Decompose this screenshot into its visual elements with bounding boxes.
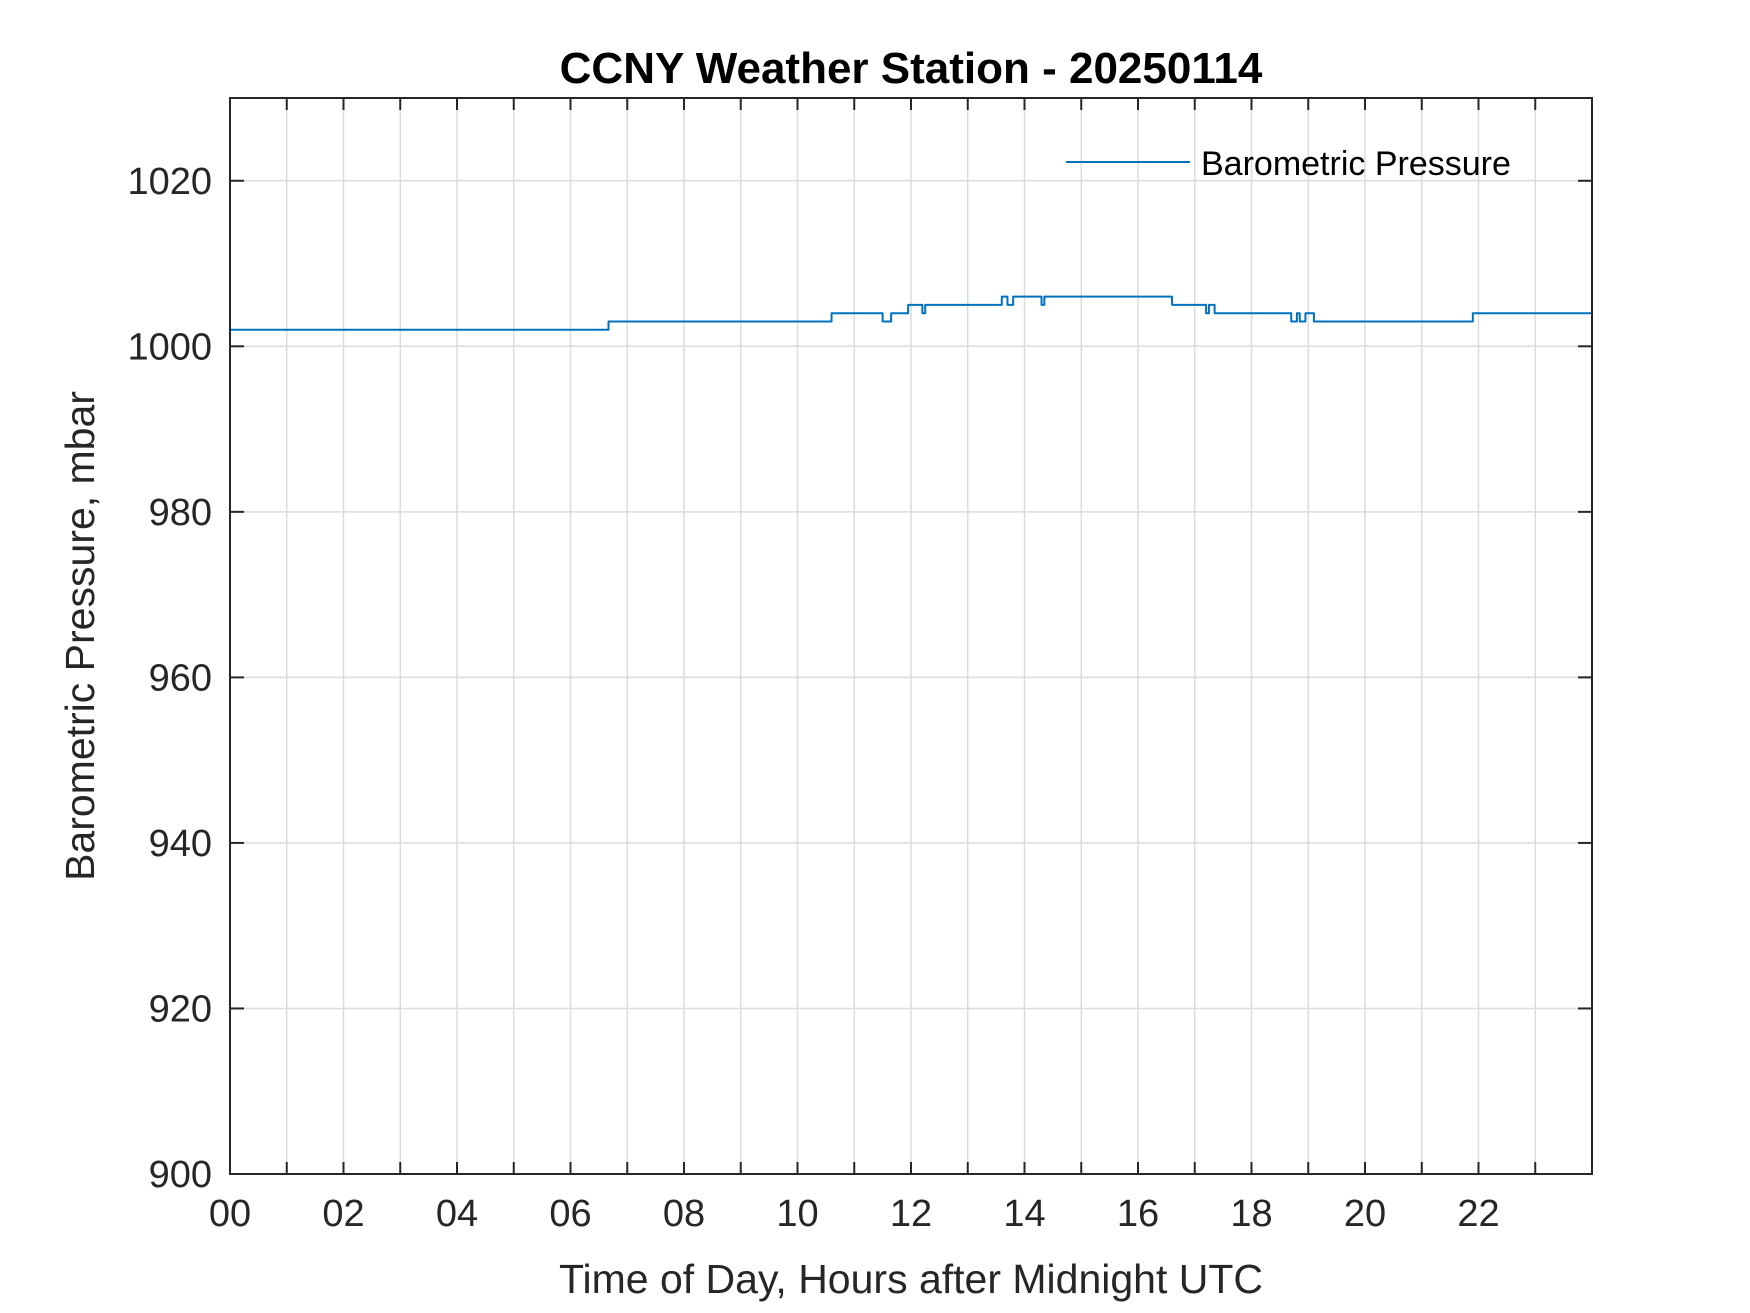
x-tick-label: 12	[890, 1193, 932, 1235]
x-tick-label: 16	[1117, 1193, 1159, 1235]
x-tick-label: 20	[1344, 1193, 1386, 1235]
x-tick-label: 14	[1003, 1193, 1045, 1235]
series-layer	[230, 295, 1592, 331]
x-tick-label: 22	[1457, 1193, 1499, 1235]
series-line-barometric-pressure	[230, 295, 1592, 331]
x-tick-label: 18	[1230, 1193, 1272, 1235]
y-tick-label: 960	[149, 657, 212, 699]
x-tick-label: 02	[322, 1193, 364, 1235]
y-tick-label: 940	[149, 823, 212, 865]
axis-ticks	[229, 98, 1592, 1175]
x-tick-label: 08	[663, 1193, 705, 1235]
x-tick-label: 10	[776, 1193, 818, 1235]
x-tick-label: 00	[209, 1193, 251, 1235]
tick-labels: 00 02 04 06 08 10 12 14 16 18 20 22 900 920 940 960 980 1…	[127, 161, 1499, 1235]
legend-label: Barometric Pressure	[1201, 145, 1511, 183]
y-tick-label: 1000	[127, 326, 212, 368]
x-tick-label: 04	[436, 1193, 478, 1235]
grid-lines	[230, 98, 1592, 1174]
legend: Barometric Pressure	[1066, 145, 1511, 183]
y-tick-label: 920	[149, 988, 212, 1030]
y-tick-label: 980	[149, 492, 212, 534]
y-tick-label: 1020	[127, 161, 212, 203]
x-axis-label: Time of Day, Hours after Midnight UTC	[559, 1256, 1263, 1302]
chart-title: CCNY Weather Station - 20250114	[560, 44, 1263, 93]
y-axis-label: Barometric Pressure, mbar	[57, 391, 103, 881]
y-tick-label: 900	[149, 1154, 212, 1196]
x-tick-label: 06	[549, 1193, 591, 1235]
